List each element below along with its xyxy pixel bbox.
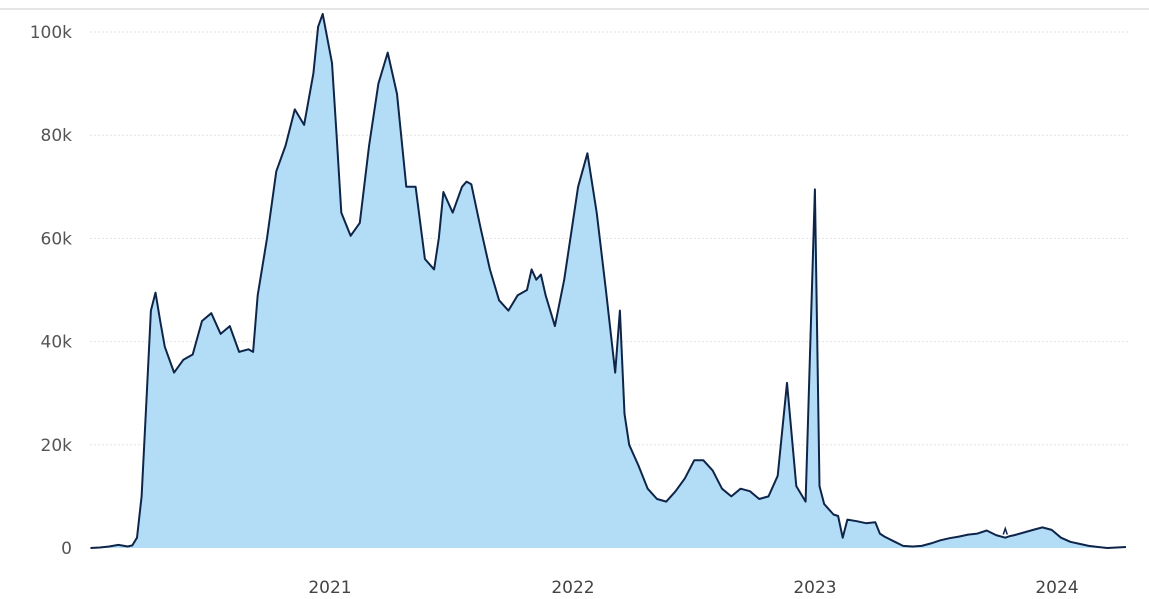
y-tick-label: 60k — [41, 229, 73, 249]
x-tick-label: 2023 — [793, 578, 836, 598]
x-axis-tick-labels: 2021 2022 2023 2024 — [308, 578, 1078, 598]
annotation-marker — [1002, 526, 1008, 535]
y-axis-tick-labels: 0 20k 40k 60k 80k 100k — [30, 23, 72, 559]
y-tick-label: 0 — [61, 539, 72, 559]
y-tick-label: 40k — [41, 333, 73, 353]
x-tick-label: 2022 — [551, 578, 594, 598]
y-tick-label: 100k — [30, 23, 72, 43]
y-tick-label: 80k — [41, 126, 73, 146]
series-area-fill — [90, 13, 1126, 548]
x-tick-label: 2021 — [308, 578, 351, 598]
series-line — [90, 12, 1127, 549]
x-tick-label: 2024 — [1035, 578, 1078, 598]
y-tick-label: 20k — [41, 436, 73, 456]
